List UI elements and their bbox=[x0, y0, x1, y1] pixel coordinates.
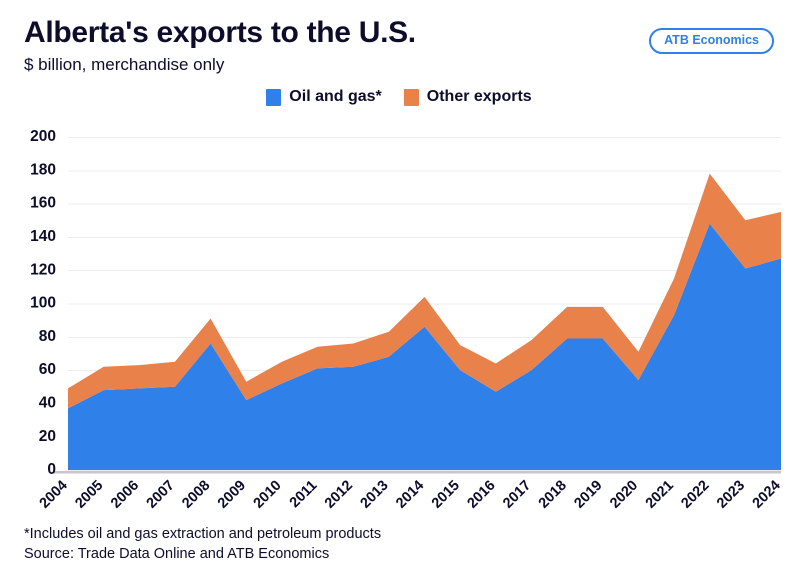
chart-subtitle: $ billion, merchandise only bbox=[24, 55, 225, 74]
x-tick-label-2011: 2011 bbox=[287, 478, 321, 512]
x-tick-label-2015: 2015 bbox=[429, 478, 463, 512]
legend-label-other-exports: Other exports bbox=[426, 88, 532, 105]
y-tick-label-40: 40 bbox=[39, 394, 56, 411]
x-tick-label-2023: 2023 bbox=[714, 478, 748, 512]
x-tick-label-2005: 2005 bbox=[72, 478, 106, 512]
x-tick-label-2009: 2009 bbox=[215, 478, 249, 512]
x-tick-label-2020: 2020 bbox=[607, 478, 641, 512]
x-tick-label-2013: 2013 bbox=[358, 478, 392, 512]
y-tick-label-140: 140 bbox=[30, 228, 56, 245]
x-tick-label-2014: 2014 bbox=[393, 478, 427, 512]
x-tick-label-2012: 2012 bbox=[322, 478, 356, 512]
y-axis-ticks: 0 20 40 60 80 100 120 140 160 180 200 bbox=[30, 128, 56, 478]
legend-item-other-exports[interactable]: Other exports bbox=[403, 88, 532, 106]
y-tick-label-200: 200 bbox=[30, 128, 56, 145]
y-tick-label-100: 100 bbox=[30, 295, 56, 312]
y-tick-label-60: 60 bbox=[39, 361, 56, 378]
y-tick-label-80: 80 bbox=[39, 328, 56, 345]
x-tick-label-2017: 2017 bbox=[500, 478, 534, 512]
chart-legend: Oil and gas* Other exports bbox=[0, 88, 798, 106]
x-tick-label-2010: 2010 bbox=[251, 478, 285, 512]
x-tick-label-2008: 2008 bbox=[179, 478, 213, 512]
x-tick-label-2022: 2022 bbox=[678, 478, 712, 512]
footnote-source: Source: Trade Data Online and ATB Econom… bbox=[24, 546, 330, 562]
y-tick-label-160: 160 bbox=[30, 195, 56, 212]
footnote-asterisk: *Includes oil and gas extraction and pet… bbox=[24, 526, 382, 542]
x-tick-label-2016: 2016 bbox=[464, 478, 498, 512]
legend-label-oil-and-gas: Oil and gas* bbox=[289, 88, 382, 105]
legend-swatch-oil-and-gas bbox=[266, 88, 282, 106]
x-tick-label-2024: 2024 bbox=[750, 478, 784, 512]
x-tick-label-2019: 2019 bbox=[571, 478, 605, 512]
area-series-0 bbox=[68, 223, 781, 470]
y-tick-label-120: 120 bbox=[30, 261, 56, 278]
x-tick-label-2021: 2021 bbox=[643, 478, 677, 512]
chart-footnotes: *Includes oil and gas extraction and pet… bbox=[24, 524, 764, 564]
y-tick-label-20: 20 bbox=[39, 428, 56, 445]
brand-badge: ATB Economics bbox=[649, 28, 774, 54]
area-series-1 bbox=[68, 173, 781, 409]
y-tick-label-0: 0 bbox=[47, 461, 56, 478]
chart-title: Alberta's exports to the U.S. bbox=[24, 16, 416, 49]
legend-swatch-other-exports bbox=[403, 88, 419, 106]
x-tick-label-2018: 2018 bbox=[536, 478, 570, 512]
series-areas bbox=[68, 173, 781, 470]
gridlines bbox=[68, 137, 781, 471]
chart-header: Alberta's exports to the U.S. $ billion,… bbox=[24, 14, 774, 84]
x-axis-ticks: 2004 2005 2006 2007 2008 2009 2010 2011 2012 2013… bbox=[37, 478, 784, 512]
x-tick-label-2007: 2007 bbox=[144, 478, 178, 512]
x-tick-label-2004: 2004 bbox=[37, 478, 71, 512]
legend-item-oil-and-gas[interactable]: Oil and gas* bbox=[266, 88, 382, 106]
y-tick-label-180: 180 bbox=[30, 161, 56, 178]
x-tick-label-2006: 2006 bbox=[108, 478, 142, 512]
